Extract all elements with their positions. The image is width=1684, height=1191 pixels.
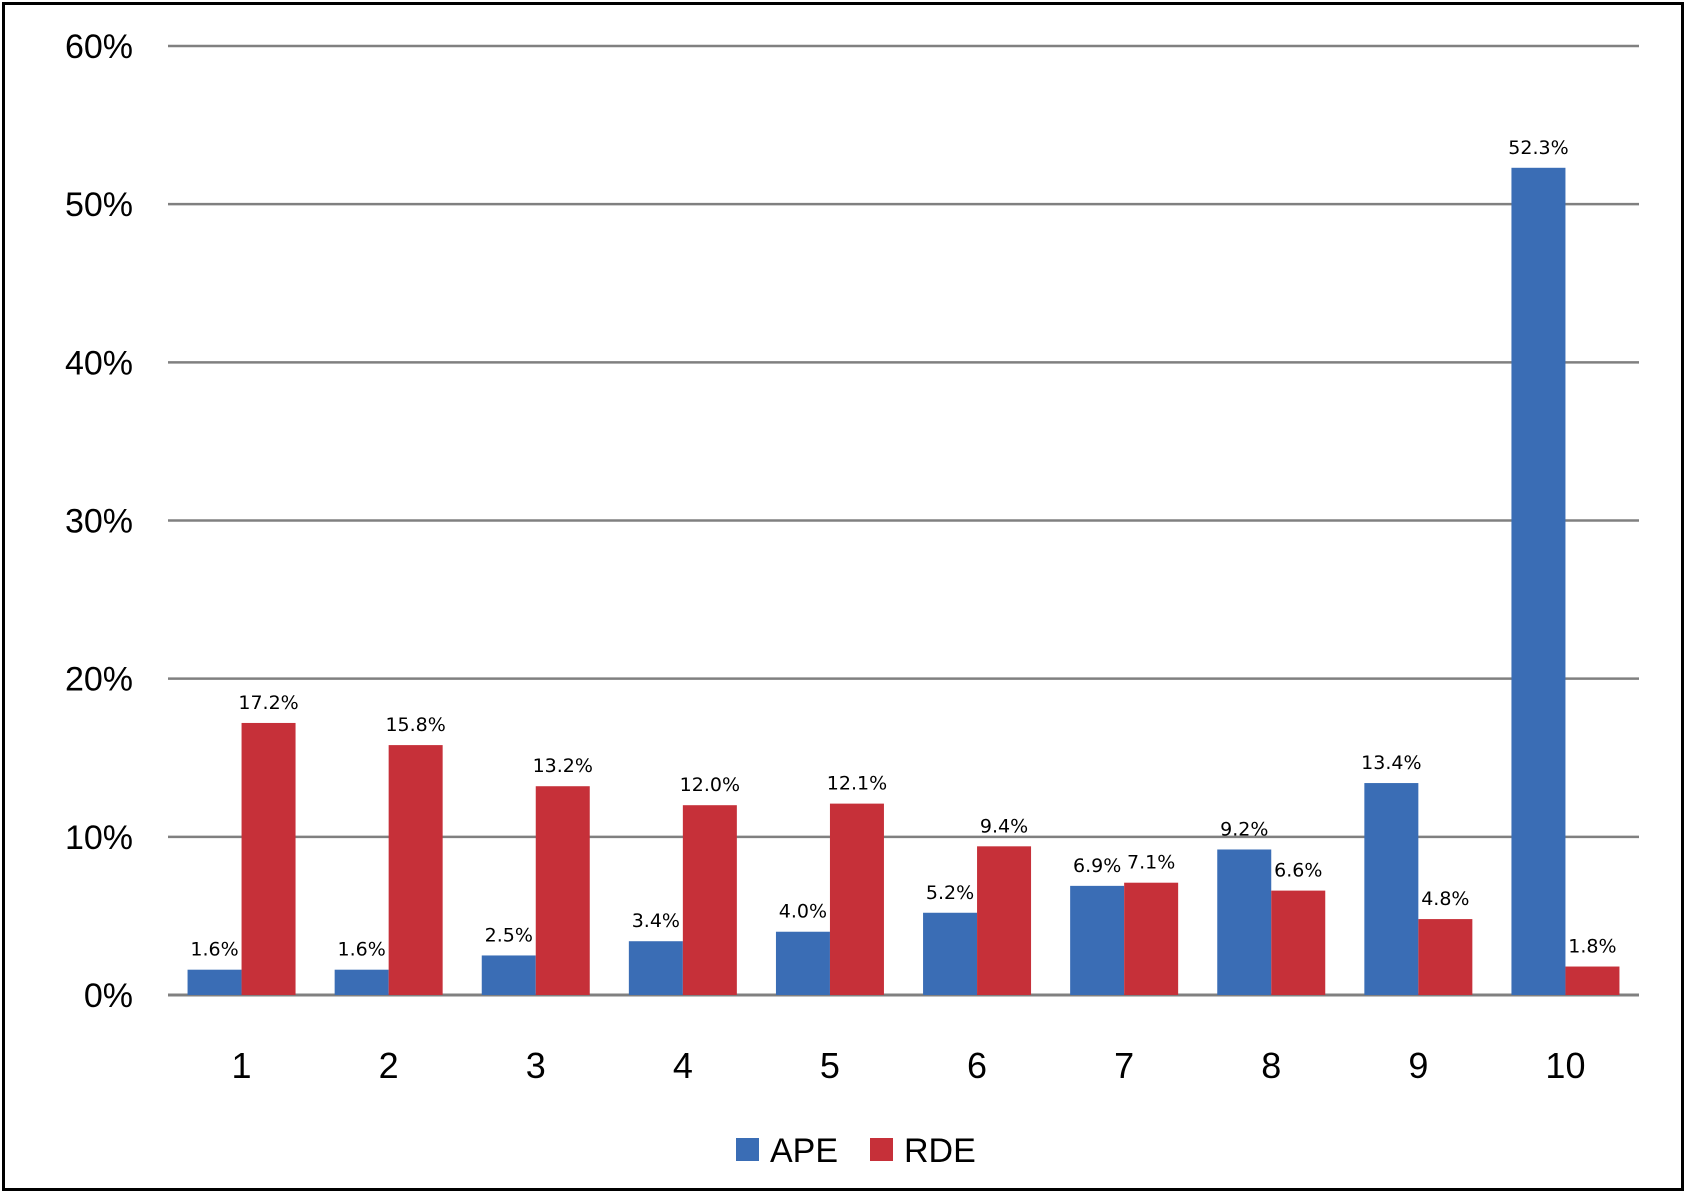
x-axis-ticks: 1 2 3 4 5 6 7 8 9 10	[232, 1045, 1586, 1086]
bar-ape-10	[1511, 167, 1566, 995]
bar-rde-3	[535, 786, 590, 995]
x-tick-label: 2	[379, 1045, 399, 1086]
bar-rde-4	[682, 805, 737, 995]
bar-rde-1	[241, 722, 296, 995]
bar-rde-2	[388, 745, 443, 995]
y-tick-label: 20%	[65, 661, 133, 699]
y-tick-label: 0%	[84, 977, 133, 1015]
data-label-ape-7: 6.9%	[1073, 855, 1121, 877]
data-label-rde-5: 12.1%	[827, 773, 887, 795]
bar-ape-4	[628, 941, 683, 995]
bar-ape-2	[334, 969, 389, 995]
data-label-rde-6: 9.4%	[980, 815, 1028, 837]
data-label-ape-1: 1.6%	[190, 939, 238, 961]
data-label-rde-2: 15.8%	[385, 714, 445, 736]
bar-ape-7	[1070, 885, 1125, 995]
legend-label-rde: RDE	[904, 1132, 976, 1170]
bar-rde-9	[1418, 919, 1473, 995]
bar-ape-1	[187, 969, 242, 995]
x-tick-label: 4	[673, 1045, 693, 1086]
x-tick-label: 9	[1408, 1045, 1428, 1086]
bar-rde-7	[1124, 882, 1179, 995]
data-label-rde-4: 12.0%	[680, 774, 740, 796]
y-tick-label: 10%	[65, 819, 133, 857]
x-tick-label: 5	[820, 1045, 840, 1086]
y-tick-label: 40%	[65, 344, 133, 382]
legend: APE RDE	[736, 1132, 976, 1170]
x-tick-label: 8	[1261, 1045, 1281, 1086]
legend-swatch-rde	[870, 1138, 893, 1161]
x-tick-label: 7	[1114, 1045, 1134, 1086]
bars	[187, 167, 1620, 995]
y-axis-ticks: 0% 10% 20% 30% 40% 50% 60%	[65, 28, 133, 1015]
data-label-rde-7: 7.1%	[1127, 852, 1175, 874]
data-label-rde-1: 17.2%	[238, 692, 298, 714]
y-tick-label: 60%	[65, 28, 133, 66]
data-label-rde-9: 4.8%	[1421, 888, 1469, 910]
x-tick-label: 1	[232, 1045, 252, 1086]
x-tick-label: 6	[967, 1045, 987, 1086]
x-tick-label: 10	[1545, 1045, 1585, 1086]
bar-ape-6	[923, 912, 978, 995]
bar-ape-3	[481, 955, 536, 995]
data-label-rde-3: 13.2%	[533, 755, 593, 777]
data-label-rde-8: 6.6%	[1274, 860, 1322, 882]
legend-swatch-ape	[736, 1138, 759, 1161]
bar-rde-5	[829, 803, 884, 995]
bar-ape-8	[1217, 849, 1272, 995]
data-label-ape-9: 13.4%	[1361, 752, 1421, 774]
x-tick-label: 3	[526, 1045, 546, 1086]
data-labels: 1.6% 17.2% 1.6% 15.8% 2.5% 13.2% 3.4% 12.0% 4.0%…	[190, 137, 1616, 961]
data-label-ape-8: 9.2%	[1220, 818, 1268, 840]
data-label-ape-3: 2.5%	[485, 924, 533, 946]
data-label-ape-5: 4.0%	[779, 901, 827, 923]
data-label-ape-4: 3.4%	[632, 910, 680, 932]
y-tick-label: 50%	[65, 186, 133, 224]
bar-chart: 0% 10% 20% 30% 40% 50% 60% 1.6% 17.2% 1.6% 15.8% 2…	[65, 28, 1639, 1170]
y-tick-label: 30%	[65, 503, 133, 541]
bar-rde-6	[977, 846, 1032, 995]
bar-ape-5	[775, 931, 830, 995]
bar-ape-9	[1364, 783, 1419, 995]
bar-rde-8	[1271, 890, 1326, 995]
data-label-ape-10: 52.3%	[1508, 137, 1568, 159]
data-label-ape-6: 5.2%	[926, 882, 974, 904]
data-label-ape-2: 1.6%	[338, 939, 386, 961]
data-label-rde-10: 1.8%	[1568, 936, 1616, 958]
bar-rde-10	[1565, 966, 1620, 995]
legend-label-ape: APE	[770, 1132, 838, 1170]
